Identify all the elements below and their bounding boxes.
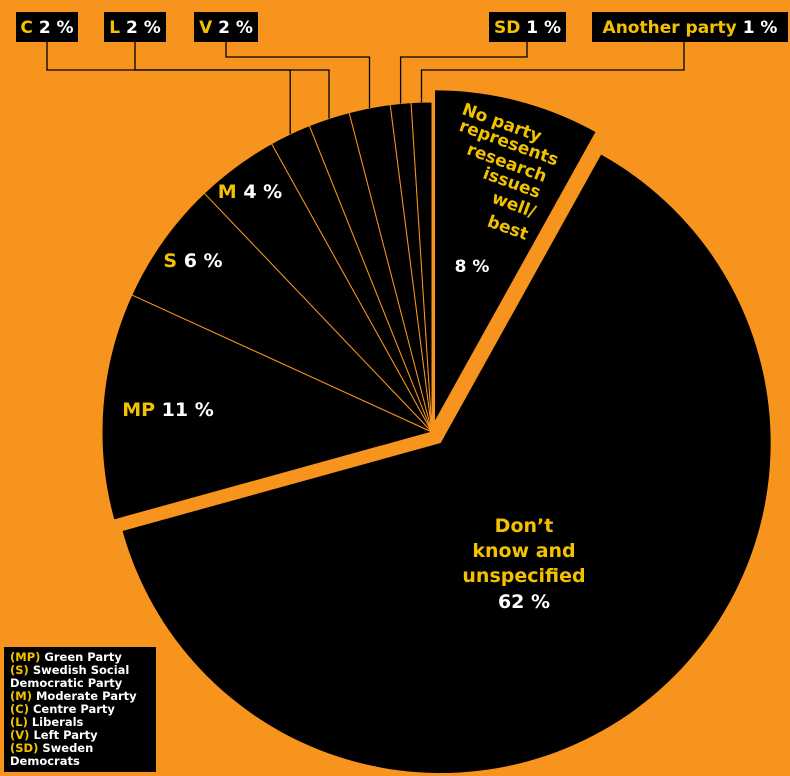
pie-slice-don-t-know-and-unspecified [122,154,771,774]
legend-item-v: (V) Left Party [10,728,98,742]
label-dont-know-line: unspecified [462,565,585,587]
legend-item-mp: (MP) Green Party [10,650,122,664]
label-box-v [194,12,258,42]
leader-line-sd [399,42,528,104]
label-m: M 4 % [218,181,282,203]
label-another-party: Another party 1 % [603,18,778,38]
label-dont-know-line: Don’t [495,515,554,537]
label-c: C 2 % [20,18,73,38]
pie-slice-s [131,192,433,433]
legend-item-l: (L) Liberals [10,715,84,729]
leader-line-c [46,42,291,134]
label-box-c [16,12,78,42]
leader-line-l [134,42,330,119]
label-v: V 2 % [199,18,253,38]
label-box-sd [489,12,566,42]
label-no-party-value: 8 % [455,257,490,277]
legend-item-sd: (SD) Sweden Democrats [10,741,94,768]
leader-lines [46,42,685,134]
leader-line-v [225,42,371,108]
label-l: L 2 % [109,18,161,38]
legend-item-m: (M) Moderate Party [10,689,137,703]
pie-slice-mp [101,294,434,521]
legend: (MP) Green Party (S) Swedish Social Demo… [4,647,156,772]
label-s: S 6 % [163,250,222,272]
label-dont-know-line: know and [472,540,575,562]
label-dont-know-value: 62 % [498,591,550,613]
label-box-another-party [592,12,788,42]
legend-item-c: (C) Centre Party [10,702,115,716]
leader-line-another-party [420,42,685,103]
label-mp: MP 11 % [122,399,214,421]
pie-slice-no-party-represents-research-issues-well-best [435,90,596,421]
pie-slices [101,90,771,774]
label-box-l [104,12,166,42]
label-sd: SD 1 % [494,18,561,38]
legend-item-s: (S) Swedish Social Democratic Party [10,663,130,690]
